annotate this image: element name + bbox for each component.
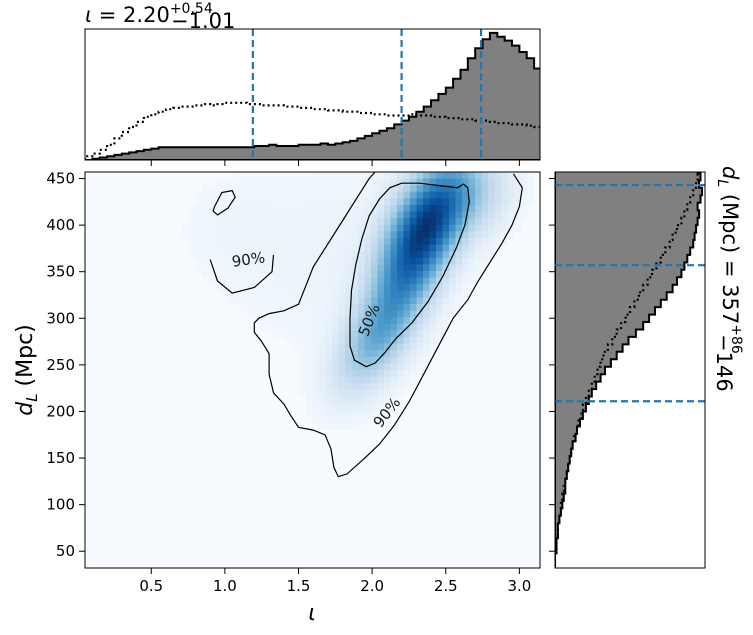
y-tick-label: 100 [46,496,75,514]
top-title-median: = 2.20 [92,3,170,27]
joint-panel: 90%50%90% 0.5 1.0 1.5 2.0 2.5 3.0 50 100 150 200… [46,160,541,595]
x-tick-label: 1.0 [213,577,237,595]
contours [209,172,523,478]
y-axis-ticks: 50 100 150 200 250 300 350 400 450 [46,170,85,560]
contour-50 [349,182,470,368]
y-tick-label: 300 [46,309,75,327]
x-tick-label: 1.5 [287,577,311,595]
contour-label: 90% [231,248,267,270]
x-tick-label: 3.0 [507,577,531,595]
right-marginal-ticks [549,178,555,552]
right-marginal-frame [554,171,706,569]
top-title: ι = 2.20+0.54 [85,1,213,27]
right-title-median: (Mpc) = 357 [718,187,742,324]
right-title-d: d [718,166,742,180]
right-marginal-histograms [555,172,705,568]
y-tick-label: 400 [46,216,75,234]
contour-90-island [212,189,236,216]
right-title-sub: L [714,179,730,187]
y-axis-label: dL (Mpc) [13,324,41,416]
top-marginal-frame [84,28,541,161]
y-tick-label: 450 [46,170,75,188]
right-title-upper: +86 [728,324,744,354]
top-marginal-panel [84,28,541,161]
y-axis-label-rest: (Mpc) [13,324,38,393]
y-axis-label-sub: L [23,393,41,401]
right-title: dL (Mpc) = 357+86 [714,166,744,354]
top-title-lower: −1.01 [171,9,235,33]
x-axis-ticks: 0.5 1.0 1.5 2.0 2.5 3.0 [139,160,531,595]
right-title-lower: −146 [712,334,736,392]
contour-labels: 90%50%90% [231,248,405,431]
y-tick-label: 150 [46,449,75,467]
y-tick-label: 250 [46,356,75,374]
joint-frame [84,171,541,569]
y-axis-label-d: d [13,401,38,416]
y-tick-label: 50 [56,542,75,560]
density-map [182,172,535,430]
x-tick-label: 2.0 [360,577,384,595]
y-tick-label: 350 [46,263,75,281]
x-axis-label: ι [308,601,315,626]
x-posterior-histogram [85,31,540,160]
right-marginal-panel [549,171,706,569]
y-tick-label: 200 [46,402,75,420]
top-marginal-histograms [85,29,540,160]
contour-90-main [253,172,523,478]
contour-90-small [209,254,275,294]
x-tick-label: 0.5 [139,577,163,595]
top-title-symbol: ι [85,3,92,27]
x-prior-histogram [85,101,540,160]
dl-posterior-histogram [555,172,703,568]
top-title-upper: +0.54 [170,1,213,17]
x-tick-label: 2.5 [434,577,458,595]
